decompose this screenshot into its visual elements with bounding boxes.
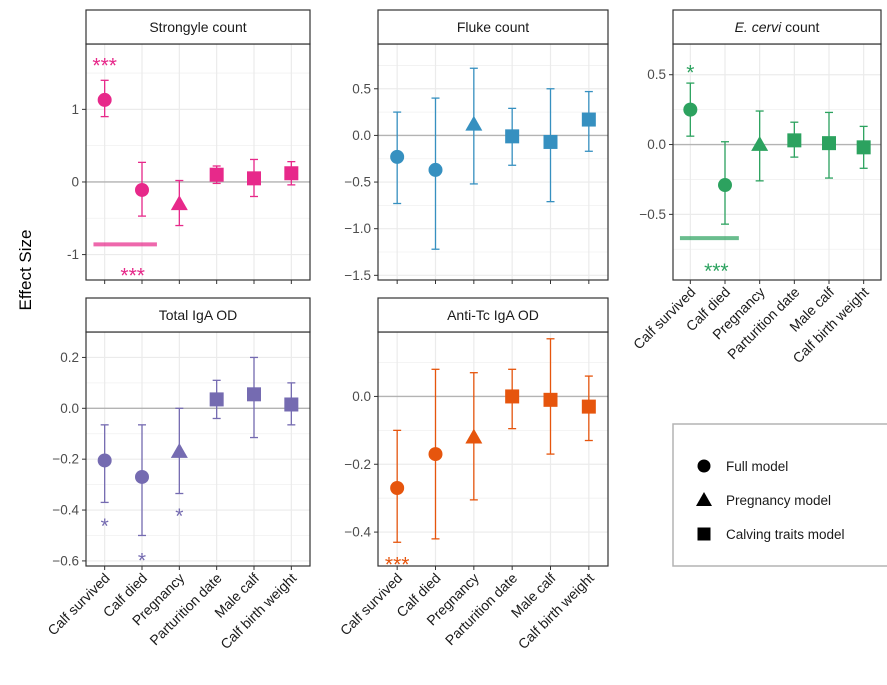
significance-label: ***	[120, 264, 145, 287]
point-male-calf	[543, 134, 558, 149]
strip-title: Anti-Tc IgA OD	[447, 307, 539, 323]
point-calf-died	[428, 162, 443, 177]
strip-title-rest: count	[781, 19, 819, 35]
point-calf-birth-weight	[581, 399, 596, 414]
y-tick-label: −0.2	[344, 457, 371, 472]
significance-label: ***	[704, 260, 729, 283]
strip-title: Strongyle count	[149, 19, 246, 35]
strip	[377, 9, 609, 45]
y-axis-label: Effect Size	[16, 230, 35, 311]
strip-title: E. cervi count	[735, 19, 820, 35]
panel-background	[86, 44, 310, 280]
y-tick-label: 0.2	[60, 350, 79, 365]
panel-fluke-count: −1.5 −1.0 −0.5 0.0 0.5 Fluke count	[344, 9, 609, 284]
strip-title-italic: E. cervi	[735, 19, 783, 35]
point-male-calf	[247, 171, 261, 186]
point-calf-died	[428, 447, 443, 462]
point-calf-birth-weight	[581, 112, 596, 127]
y-tick-label: 0.0	[352, 389, 371, 404]
legend-key-calving	[697, 527, 711, 541]
point-pregnancy	[170, 195, 188, 211]
strip	[85, 297, 311, 333]
y-tick-label: 1	[71, 102, 79, 117]
y-tick-label: −0.5	[344, 175, 371, 190]
y-tick-label: −0.2	[52, 452, 79, 467]
point-pregnancy	[465, 115, 483, 131]
strip-title: Total IgA OD	[159, 307, 238, 323]
significance-label: *	[686, 62, 694, 85]
significance-label: *	[175, 505, 183, 528]
point-parturition-date	[505, 389, 520, 404]
strip	[672, 9, 882, 45]
panel-total-iga-od: −0.6 −0.4 −0.2 0.0 0.2 * * * Total IgA OD Calf su…	[44, 297, 311, 652]
point-calf-died	[135, 182, 149, 197]
panel-background	[673, 44, 881, 280]
point-pregnancy	[465, 428, 483, 444]
y-tick-label: 0.5	[352, 81, 371, 96]
point-parturition-date	[209, 392, 224, 407]
point-calf-birth-weight	[284, 397, 299, 412]
point-calf-survived	[390, 149, 405, 164]
y-tick-label: −1.0	[344, 221, 371, 236]
significance-label: ***	[92, 55, 117, 78]
y-tick-label: −0.6	[52, 553, 79, 568]
y-tick-label: −0.4	[52, 503, 79, 518]
point-calf-birth-weight	[284, 166, 299, 181]
panel-background	[378, 332, 608, 566]
point-parturition-date	[505, 129, 520, 144]
y-tick-label: 0.5	[647, 67, 666, 82]
y-tick-label: -1	[67, 247, 79, 262]
legend-label-calving: Calving traits model	[726, 527, 845, 542]
point-pregnancy	[170, 443, 188, 458]
y-tick-label: −1.5	[344, 268, 371, 283]
legend-label-pregnancy: Pregnancy model	[726, 493, 831, 508]
y-tick-label: 0	[71, 174, 79, 189]
point-male-calf	[822, 136, 836, 151]
strip	[85, 9, 311, 45]
significance-label: *	[101, 515, 109, 538]
legend: Full model Pregnancy model Calving traits …	[672, 423, 887, 567]
point-parturition-date	[787, 133, 802, 148]
legend-key-full	[697, 459, 711, 473]
point-calf-survived	[683, 102, 698, 117]
category-label-calf-survived: Calf survived	[337, 570, 406, 639]
point-calf-birth-weight	[856, 140, 871, 155]
category-label-calf-survived: Calf survived	[44, 570, 113, 639]
significance-label: *	[138, 549, 146, 572]
point-calf-died	[135, 469, 149, 484]
panel-background	[378, 44, 608, 280]
y-tick-label: 0.0	[647, 137, 666, 152]
y-tick-label: −0.5	[639, 207, 666, 222]
strip-title: Fluke count	[457, 19, 529, 35]
y-tick-label: −0.4	[344, 525, 371, 540]
point-pregnancy	[751, 136, 769, 151]
y-tick-label: 0.0	[352, 128, 371, 143]
point-calf-survived	[97, 453, 112, 468]
point-calf-died	[718, 178, 732, 193]
legend-box	[672, 423, 887, 567]
y-tick-label: 0.0	[60, 401, 79, 416]
legend-label-full: Full model	[726, 459, 788, 474]
point-male-calf	[247, 387, 261, 402]
point-male-calf	[543, 392, 558, 407]
panel-strongyle-count: -1 0 1 *** *** Strongyle count	[67, 9, 311, 287]
significance-label: ***	[385, 554, 410, 577]
panel-background	[86, 332, 310, 566]
strip	[377, 297, 609, 333]
panel-anti-tc-iga-od: −0.4 −0.2 0.0 *** Anti-Tc IgA OD Calf survive…	[337, 297, 609, 652]
point-calf-survived	[390, 481, 405, 495]
legend-key-pregnancy	[696, 492, 712, 506]
point-calf-survived	[97, 92, 112, 107]
point-parturition-date	[209, 167, 224, 182]
